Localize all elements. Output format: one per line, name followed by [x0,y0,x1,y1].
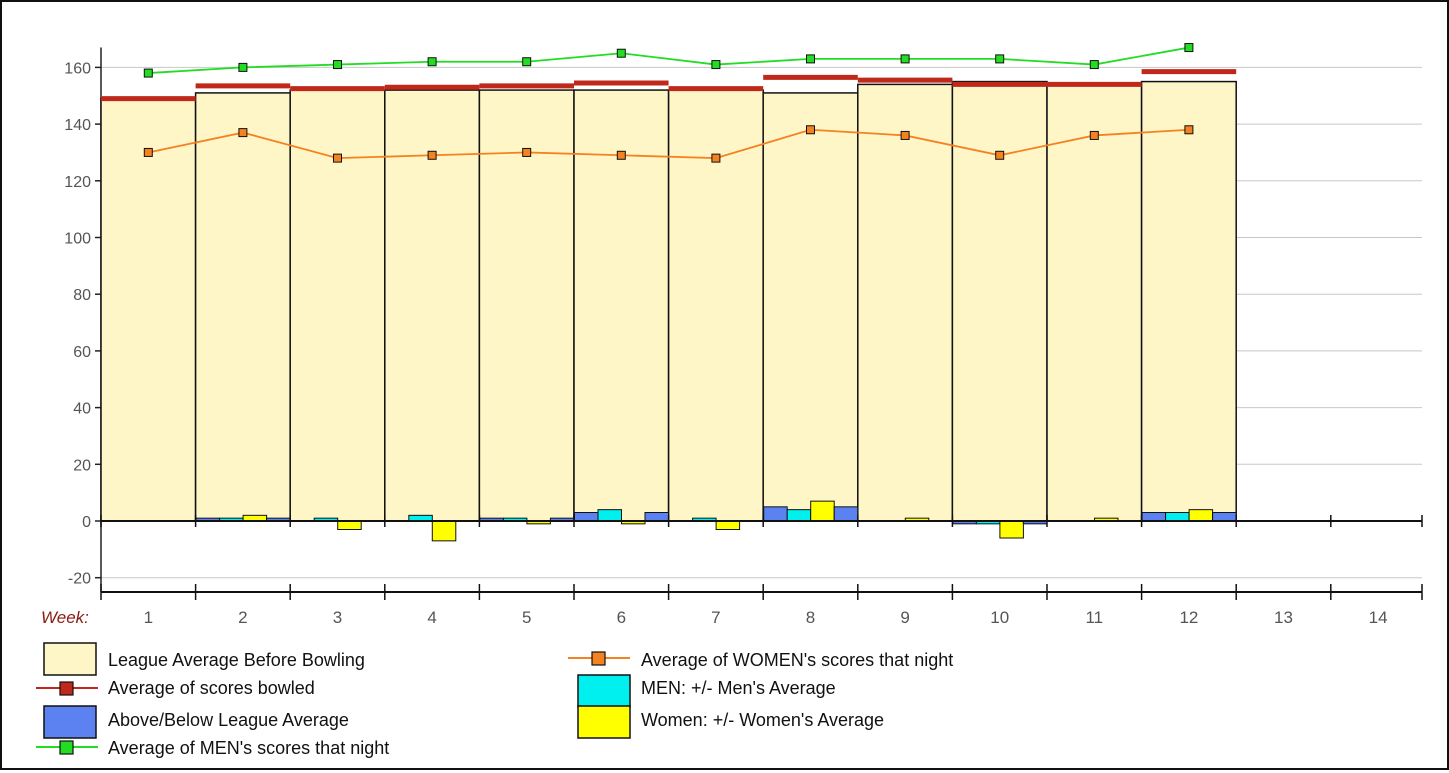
difference-bar [575,512,599,521]
legend-label: Average of WOMEN's scores that night [641,650,953,670]
women-average-point [144,148,152,156]
men-average-point [1090,61,1098,69]
men-average-point [144,69,152,77]
men-average-point [428,58,436,66]
women-average-point [901,131,909,139]
category-label: 14 [1369,608,1388,627]
category-label: 11 [1085,608,1103,627]
league-average-bar [858,84,953,521]
category-label: 8 [806,608,815,627]
women-average-point [996,151,1004,159]
men-average-point [996,55,1004,63]
difference-bar [834,507,858,521]
men-average-point [1185,44,1193,52]
x-axis-label: Week: [41,608,89,627]
league-average-bar [763,93,858,521]
league-average-bar [1142,82,1237,521]
difference-bar [598,510,622,521]
category-label: 10 [990,608,1009,627]
difference-bar [645,512,669,521]
category-label: 9 [900,608,909,627]
y-tick-label: 20 [73,457,91,474]
men-average-line [148,48,1189,74]
league-average-bar [1047,84,1142,521]
y-tick-label: 40 [73,401,91,418]
y-tick-label: 0 [82,514,91,531]
legend-women-diff-swatch [578,706,630,738]
category-label: 1 [144,608,153,627]
legend-men-diff-swatch [578,675,630,707]
y-tick-label: 120 [64,174,91,191]
women-average-point [712,154,720,162]
women-average-point [1090,131,1098,139]
difference-bar [1166,512,1190,521]
men-average-point [712,61,720,69]
difference-bar [338,521,362,530]
women-average-point [1185,126,1193,134]
women-average-point [428,151,436,159]
men-average-point [617,49,625,57]
legend-label: League Average Before Bowling [108,650,365,670]
legend-scores-bowled-key-marker [60,682,73,695]
y-tick-label: 60 [73,344,91,361]
difference-bar [764,507,788,521]
y-tick-label: -20 [68,571,91,588]
y-tick-label: 80 [73,287,91,304]
difference-bar [1189,510,1213,521]
y-tick-label: 160 [64,60,91,77]
league-average-bar [196,93,291,521]
women-average-point [239,129,247,137]
legend-league-average-swatch [44,643,96,675]
difference-bar [716,521,740,530]
women-average-point [807,126,815,134]
category-label: 6 [617,608,626,627]
women-average-point [523,148,531,156]
category-label: 4 [427,608,436,627]
difference-bar [1142,512,1166,521]
women-average-point [617,151,625,159]
difference-bar [811,501,835,521]
legend-label: Average of MEN's scores that night [108,738,389,758]
legend-label: Above/Below League Average [108,710,349,730]
men-average-point [901,55,909,63]
y-tick-label: 100 [64,231,91,248]
category-label: 3 [333,608,342,627]
difference-bar [1213,512,1237,521]
men-average-point [334,61,342,69]
difference-bar [787,510,811,521]
difference-bar [1000,521,1024,538]
legend-men-average-key-marker [60,741,73,754]
legend-label: MEN: +/- Men's Average [641,678,836,698]
category-label: 13 [1274,608,1293,627]
league-average-bar [101,99,196,521]
men-average-point [239,63,247,71]
legend-above-below-swatch [44,706,96,738]
y-tick-label: 140 [64,117,91,134]
legend-women-average-key-marker [592,652,605,665]
men-average-point [523,58,531,66]
category-label: 12 [1179,608,1198,627]
difference-bar [432,521,456,541]
category-label: 5 [522,608,531,627]
category-label: 7 [711,608,720,627]
women-average-point [334,154,342,162]
legend-label: Average of scores bowled [108,678,315,698]
men-average-point [807,55,815,63]
category-label: 2 [238,608,247,627]
legend-label: Women: +/- Women's Average [641,710,884,730]
